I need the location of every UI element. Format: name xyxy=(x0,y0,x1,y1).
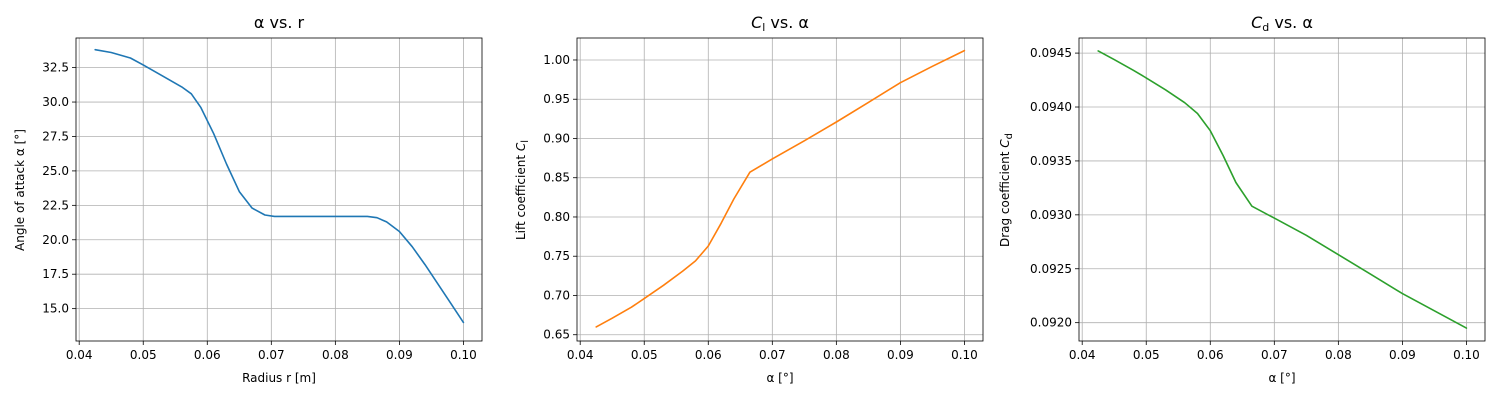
x-tick-label: 0.07 xyxy=(258,348,285,362)
x-tick-label: 0.08 xyxy=(1325,348,1352,362)
chart-title: Cl vs. α xyxy=(751,13,809,34)
x-axis-label: α [°] xyxy=(766,371,793,385)
x-tick-label: 0.04 xyxy=(1069,348,1096,362)
y-axis-label: Angle of attack α [°] xyxy=(13,129,27,251)
x-tick-label: 0.05 xyxy=(130,348,157,362)
chart-title: Cd vs. α xyxy=(1251,13,1313,34)
x-tick-label: 0.10 xyxy=(450,348,477,362)
y-tick-label: 0.80 xyxy=(543,210,570,224)
y-tick-label: 0.85 xyxy=(543,171,570,185)
panel-cl-vs-alpha: 0.04 0.05 0.06 0.07 0.08 0.09 0.10 0.65 0.70 0.7… xyxy=(514,13,984,385)
y-tick-label: 30.0 xyxy=(42,95,69,109)
y-tick-label: 0.0935 xyxy=(1030,154,1072,168)
x-tick-label: 0.07 xyxy=(759,348,786,362)
chart-title: α vs. r xyxy=(254,13,305,32)
y-tick-label: 0.70 xyxy=(543,288,570,302)
plot-frame xyxy=(1078,37,1486,342)
x-tick-label: 0.07 xyxy=(1261,348,1288,362)
x-tick-label: 0.04 xyxy=(66,348,93,362)
x-tick-label: 0.09 xyxy=(887,348,914,362)
y-tick-label: 0.0925 xyxy=(1030,262,1072,276)
y-axis-label: Lift coefficient Cl xyxy=(514,140,531,240)
x-tick-label: 0.06 xyxy=(194,348,221,362)
grid xyxy=(1079,38,1485,341)
y-tick-label: 17.5 xyxy=(42,267,69,281)
grid xyxy=(577,38,983,341)
series-line xyxy=(1097,50,1468,329)
x-tick-label: 0.08 xyxy=(322,348,349,362)
x-axis-label: Radius r [m] xyxy=(242,371,316,385)
series-lines xyxy=(1097,50,1468,329)
series-lines xyxy=(94,48,465,324)
y-axis-label: Drag coefficient Cd xyxy=(998,133,1015,247)
plot-frame xyxy=(75,37,483,342)
y-tick-label: 22.5 xyxy=(42,198,69,212)
y-tick-label: 0.0940 xyxy=(1030,100,1072,114)
y-tick-label: 1.00 xyxy=(543,53,570,67)
y-tick-label: 32.5 xyxy=(42,61,69,75)
x-tick-label: 0.06 xyxy=(695,348,722,362)
x-axis: 0.04 0.05 0.06 0.07 0.08 0.09 0.10 xyxy=(66,341,477,362)
y-tick-label: 0.0945 xyxy=(1030,46,1072,60)
plot-frame xyxy=(576,37,984,342)
y-tick-label: 0.0920 xyxy=(1030,316,1072,330)
x-tick-label: 0.05 xyxy=(631,348,658,362)
y-tick-label: 0.0930 xyxy=(1030,208,1072,222)
x-axis: 0.04 0.05 0.06 0.07 0.08 0.09 0.10 xyxy=(1069,341,1480,362)
y-tick-label: 25.0 xyxy=(42,164,69,178)
y-tick-label: 27.5 xyxy=(42,129,69,143)
y-tick-label: 0.90 xyxy=(543,131,570,145)
x-tick-label: 0.06 xyxy=(1197,348,1224,362)
grid xyxy=(76,38,482,341)
series-line xyxy=(595,49,966,328)
x-tick-label: 0.05 xyxy=(1133,348,1160,362)
y-axis: 0.0920 0.0925 0.0930 0.0935 0.0940 0.0945 xyxy=(1030,46,1079,330)
x-tick-label: 0.10 xyxy=(951,348,978,362)
series-line xyxy=(94,48,465,324)
panel-cd-vs-alpha: 0.04 0.05 0.06 0.07 0.08 0.09 0.10 0.09200.092… xyxy=(998,13,1486,385)
x-tick-label: 0.10 xyxy=(1453,348,1480,362)
x-tick-label: 0.09 xyxy=(386,348,413,362)
y-tick-label: 15.0 xyxy=(42,302,69,316)
panel-alpha-vs-r: 0.04 0.05 0.06 0.07 0.08 0.09 0.10 15.0 17.5 20.… xyxy=(13,13,483,385)
y-tick-label: 0.95 xyxy=(543,92,570,106)
y-tick-label: 0.75 xyxy=(543,249,570,263)
y-axis: 0.65 0.70 0.75 0.80 0.85 0.90 0.95 1.00 xyxy=(543,53,577,342)
y-tick-label: 20.0 xyxy=(42,233,69,247)
x-tick-label: 0.08 xyxy=(823,348,850,362)
x-axis-label: α [°] xyxy=(1268,371,1295,385)
x-tick-label: 0.04 xyxy=(567,348,594,362)
x-axis: 0.04 0.05 0.06 0.07 0.08 0.09 0.10 xyxy=(567,341,978,362)
y-tick-label: 0.65 xyxy=(543,328,570,342)
series-lines xyxy=(595,49,966,328)
y-axis: 15.0 17.5 20.0 22.5 25.0 27.5 30.0 32.5 xyxy=(42,61,76,316)
x-tick-label: 0.09 xyxy=(1389,348,1416,362)
